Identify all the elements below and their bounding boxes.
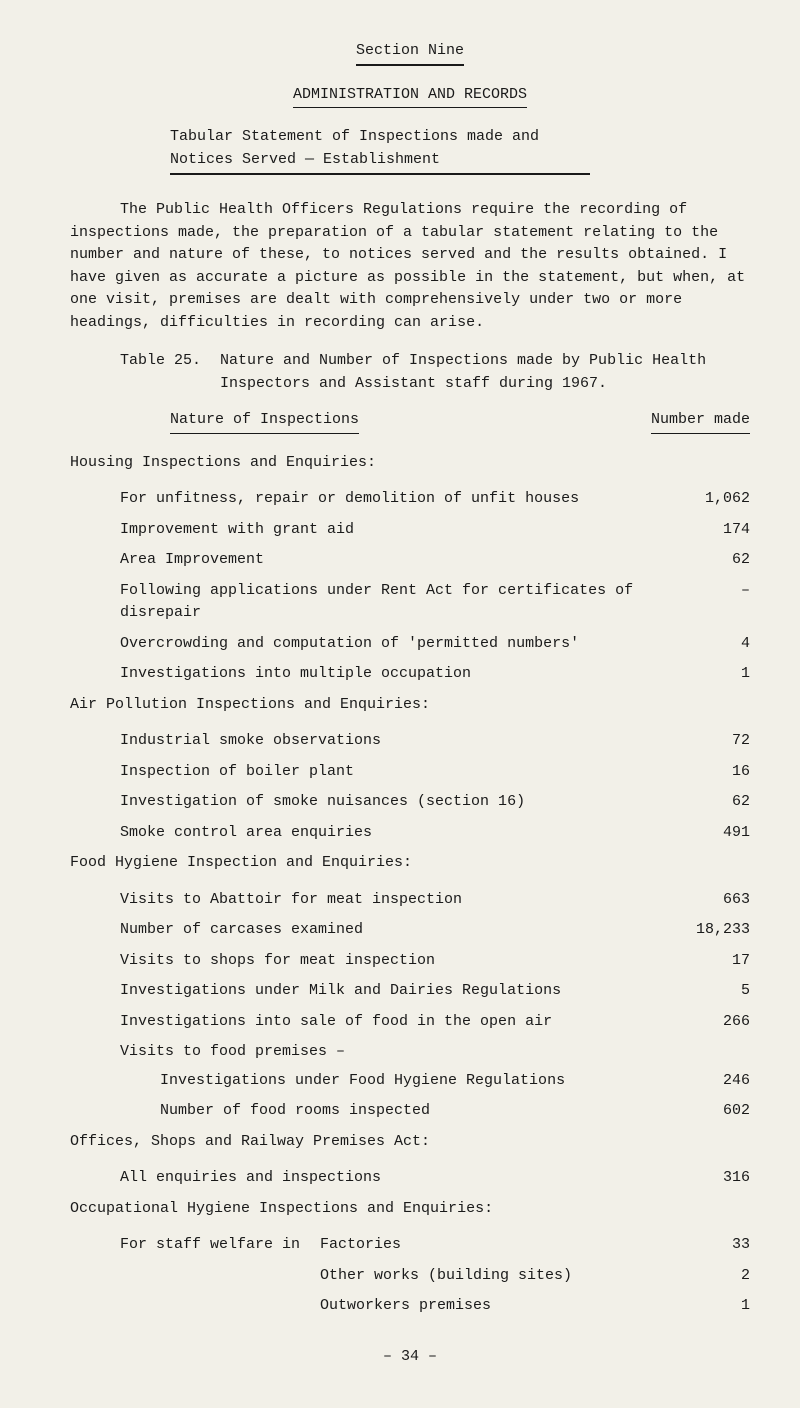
table-row: For unfitness, repair or demolition of u… <box>120 488 750 511</box>
occupational-lead: For staff welfare in <box>120 1234 320 1257</box>
table-row: Following applications under Rent Act fo… <box>120 580 750 625</box>
table-caption: Table 25. Nature and Number of Inspectio… <box>120 350 750 395</box>
section-label: Section Nine <box>356 40 464 66</box>
table-row: Industrial smoke observations72 <box>120 730 750 753</box>
table-row: Other works (building sites) 2 <box>120 1265 750 1288</box>
table-row: Inspection of boiler plant16 <box>120 761 750 784</box>
table-row: Smoke control area enquiries491 <box>120 822 750 845</box>
table-row: Improvement with grant aid174 <box>120 519 750 542</box>
group-heading-food: Food Hygiene Inspection and Enquiries: <box>70 852 750 875</box>
table-row: All enquiries and inspections316 <box>120 1167 750 1190</box>
group-heading-housing: Housing Inspections and Enquiries: <box>70 452 750 475</box>
table-row: Visits to Abattoir for meat inspection66… <box>120 889 750 912</box>
table-row: Investigations under Milk and Dairies Re… <box>120 980 750 1003</box>
page-title: ADMINISTRATION AND RECORDS <box>293 84 527 109</box>
table-row: Visits to shops for meat inspection17 <box>120 950 750 973</box>
table-row: Investigation of smoke nuisances (sectio… <box>120 791 750 814</box>
table-caption-text: Nature and Number of Inspections made by… <box>220 350 750 395</box>
col-nature: Nature of Inspections <box>170 409 359 434</box>
intro-paragraph: The Public Health Officers Regulations r… <box>70 199 750 334</box>
column-headers: Nature of Inspections Number made <box>170 409 750 434</box>
table-row: Outworkers premises 1 <box>120 1295 750 1318</box>
group-heading-offices: Offices, Shops and Railway Premises Act: <box>70 1131 750 1154</box>
table-row: For staff welfare in Factories 33 <box>120 1234 750 1257</box>
table-row: Investigations under Food Hygiene Regula… <box>160 1070 750 1093</box>
table-number: Table 25. <box>120 350 220 395</box>
table-row: Investigations into multiple occupation1 <box>120 663 750 686</box>
table-row: Number of food rooms inspected602 <box>160 1100 750 1123</box>
table-row: Investigations into sale of food in the … <box>120 1011 750 1034</box>
page-number: – 34 – <box>70 1346 750 1369</box>
col-number: Number made <box>651 409 750 434</box>
table-row: Number of carcases examined18,233 <box>120 919 750 942</box>
tabular-statement: Tabular Statement of Inspections made an… <box>170 126 590 175</box>
group-heading-air: Air Pollution Inspections and Enquiries: <box>70 694 750 717</box>
table-row: Overcrowding and computation of 'permitt… <box>120 633 750 656</box>
table-row: Area Improvement62 <box>120 549 750 572</box>
food-subheader: Visits to food premises – <box>120 1041 750 1064</box>
group-heading-occupational: Occupational Hygiene Inspections and Enq… <box>70 1198 750 1221</box>
